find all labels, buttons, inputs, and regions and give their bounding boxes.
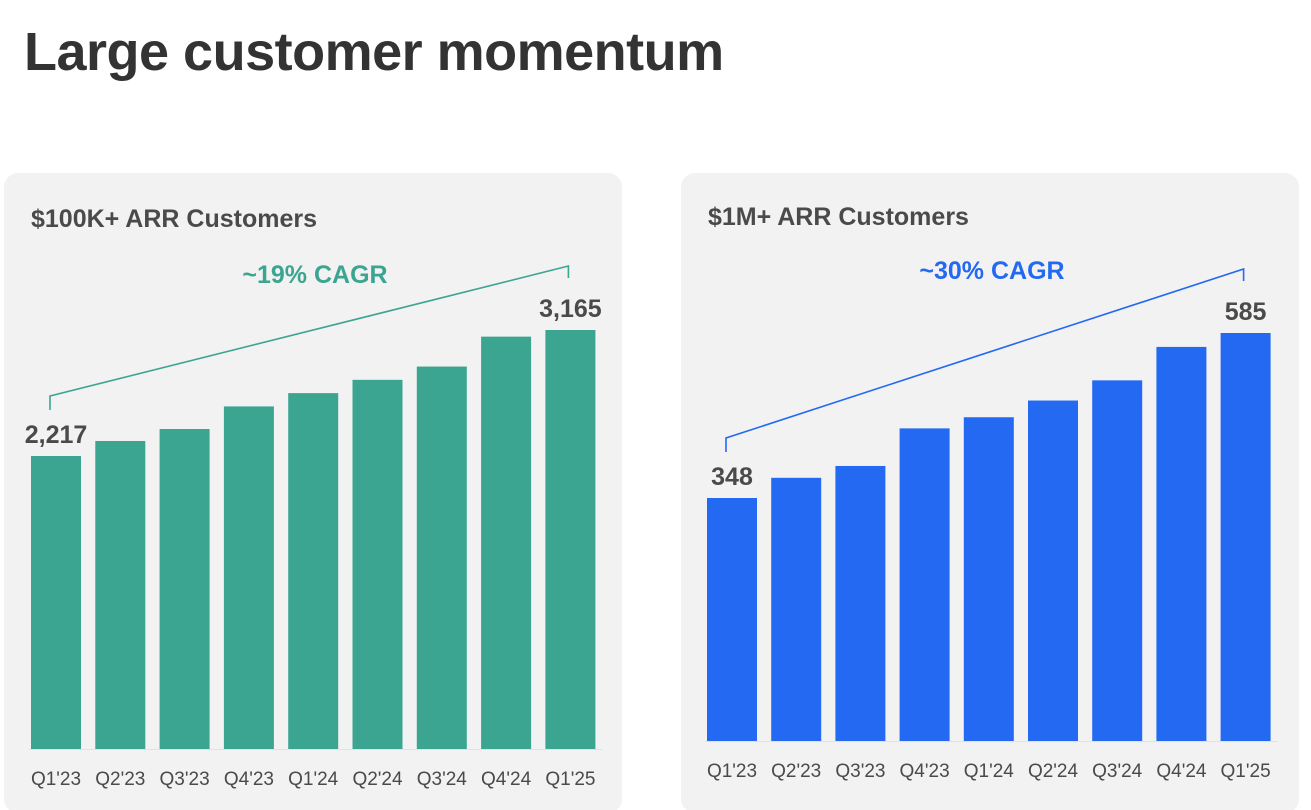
- x-tick-label: Q1'23: [707, 761, 757, 782]
- data-label-first: 348: [711, 463, 753, 491]
- chart-title-100k: $100K+ ARR Customers: [31, 205, 317, 233]
- x-tick-label: Q3'23: [835, 761, 885, 782]
- cagr-bracket: [725, 267, 1245, 452]
- bar-q4-24: [1156, 346, 1207, 741]
- x-tick-label: Q2'24: [352, 769, 403, 790]
- x-tick-label: Q4'23: [224, 769, 274, 790]
- bar-q2-24: [352, 379, 403, 749]
- bar-q1-24: [288, 393, 339, 749]
- x-tick-label: Q1'24: [964, 761, 1015, 782]
- bar-q1-23: [707, 498, 757, 741]
- chart-title-1m: $1M+ ARR Customers: [708, 203, 969, 231]
- chart-1m-arr-customers: Q1'23 Q2'23 Q3'23 Q4'23 Q1'24 Q2'24 Q3'24 Q4'24…: [705, 257, 1278, 782]
- bar-q1-23: [31, 456, 81, 749]
- bar-q1-25: [1220, 333, 1271, 741]
- bar-q1-24: [963, 417, 1014, 741]
- x-tick-label: Q4'24: [481, 769, 532, 790]
- x-tick-label: Q3'23: [160, 769, 210, 790]
- data-label-last: 585: [1225, 298, 1267, 326]
- bar-q3-24: [1092, 380, 1143, 741]
- bar-q1-25: [545, 330, 596, 749]
- cagr-annotation: ~30% CAGR: [919, 257, 1064, 285]
- bar-q2-24: [1028, 400, 1078, 741]
- x-tick-label: Q2'23: [771, 761, 821, 782]
- data-label-last: 3,165: [539, 295, 602, 323]
- data-label-first: 2,217: [25, 421, 88, 449]
- chart-card-1m: $1M+ ARR Customers Q1'23 Q2'23 Q3'23 Q4'23 Q…: [681, 173, 1299, 810]
- x-tick-label: Q1'24: [288, 769, 339, 790]
- x-tick-label: Q1'23: [31, 769, 81, 790]
- chart-card-100k: $100K+ ARR Customers Q1'23 Q2'23 Q3'23 Q4'2…: [4, 173, 622, 810]
- x-tick-label: Q3'24: [1092, 761, 1143, 782]
- x-tick-label: Q4'24: [1156, 761, 1207, 782]
- x-tick-label: Q2'23: [95, 769, 145, 790]
- cagr-bracket: [49, 264, 570, 410]
- x-tick-label: Q4'23: [900, 761, 950, 782]
- bar-q3-24: [416, 366, 467, 749]
- x-tick-label: Q2'24: [1028, 761, 1079, 782]
- bar-q4-23: [223, 406, 274, 749]
- x-tick-label: Q3'24: [417, 769, 468, 790]
- x-tick-label: Q1'25: [545, 769, 595, 790]
- chart-100k-arr-customers: Q1'23 Q2'23 Q3'23 Q4'23 Q1'24 Q2'24 Q3'24 Q4'24…: [25, 261, 602, 790]
- bar-q2-23: [771, 477, 822, 741]
- x-tick-label: Q1'25: [1221, 761, 1271, 782]
- cagr-annotation: ~19% CAGR: [242, 261, 387, 289]
- bar-q3-23: [159, 429, 210, 749]
- bar-q3-23: [835, 465, 886, 741]
- page-title: Large customer momentum: [24, 22, 724, 82]
- bar-q4-24: [481, 336, 532, 749]
- bar-q2-23: [95, 440, 146, 749]
- bar-q4-23: [899, 428, 950, 741]
